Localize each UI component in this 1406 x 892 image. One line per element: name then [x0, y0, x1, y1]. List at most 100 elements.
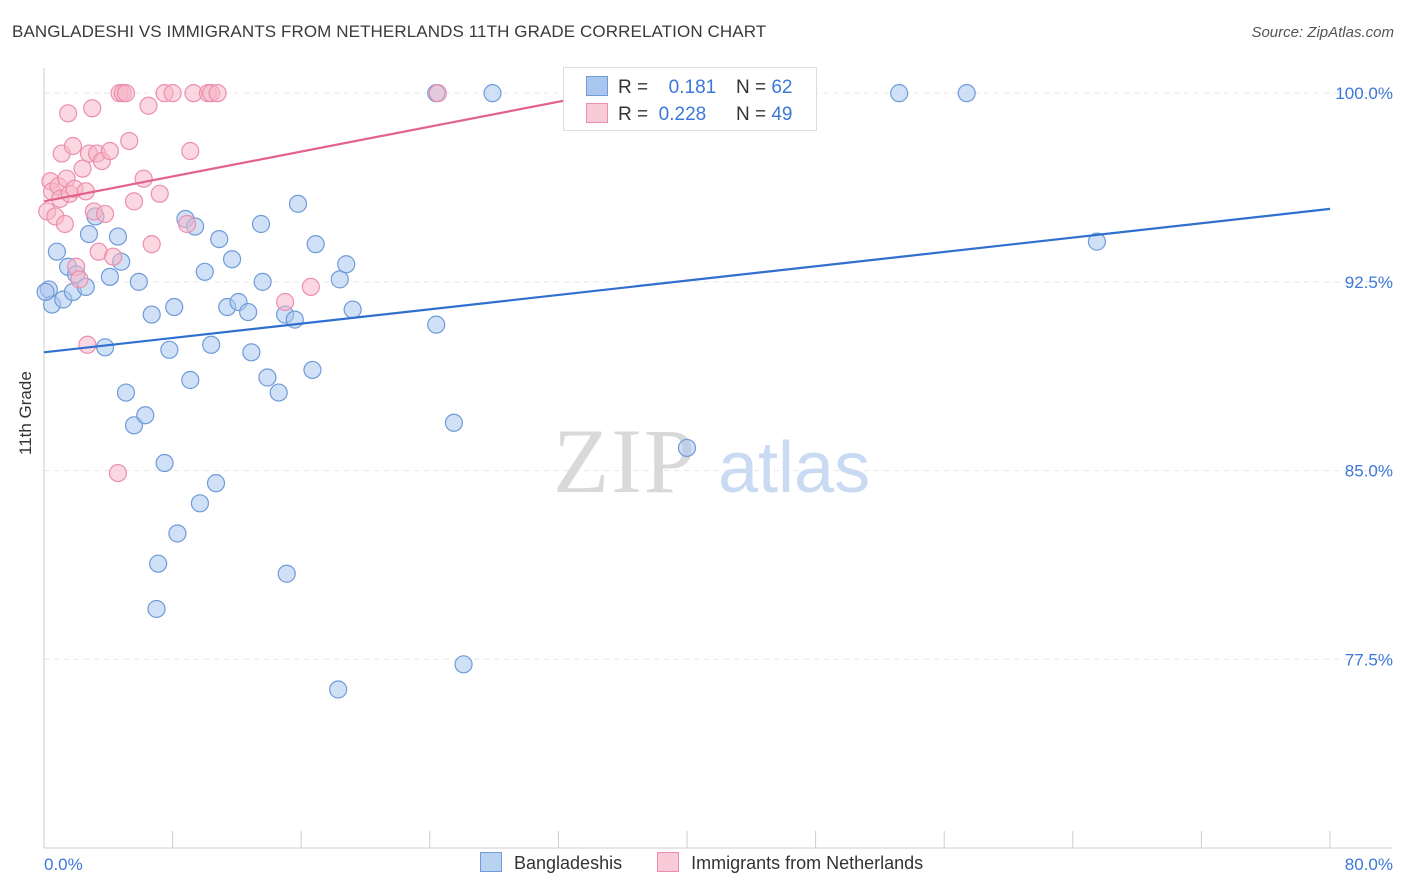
n-value: 62 [771, 77, 793, 98]
r-label: R = [618, 77, 649, 98]
bangladeshi-point [427, 315, 446, 334]
bangladeshi-point [116, 383, 136, 402]
bangladeshi-point [677, 438, 697, 458]
bangladeshi-point [251, 214, 271, 234]
legend-item-bangladeshis[interactable]: Bangladeshis [480, 852, 622, 874]
chart-title: BANGLADESHI VS IMMIGRANTS FROM NETHERLAN… [12, 22, 767, 41]
bangladeshi-point [129, 272, 148, 291]
blue-swatch [586, 76, 608, 96]
r-label: R = [618, 104, 649, 125]
netherlands-point [120, 131, 139, 151]
legend-row-bangladeshis: R = 0.181 N = 62 [586, 76, 792, 98]
bangladeshi-point [36, 282, 55, 302]
bangladeshi-point [181, 370, 200, 390]
bangladeshi-point [147, 599, 166, 619]
series-legend: Bangladeshis Immigrants from Netherlands [480, 852, 953, 874]
y-axis-label: 11th Grade [16, 371, 35, 455]
bangladeshi-point [142, 305, 161, 324]
tick-labels: 77.5% 85.0% 92.5% 100.0% 0.0% 80.0% [44, 84, 1393, 874]
bangladeshi-point [242, 343, 261, 362]
bangladeshi-point [890, 84, 909, 103]
netherlands-point [428, 84, 447, 103]
bangladeshi-point [165, 297, 184, 317]
legend-row-netherlands: R = 0.228 N = 49 [586, 103, 792, 125]
y-tick-label: 100.0% [1335, 84, 1393, 103]
source-label: Source: ZipAtlas.com [1251, 24, 1394, 41]
netherlands-point [276, 292, 295, 312]
netherlands-point [124, 192, 144, 211]
netherlands-point [177, 214, 197, 234]
netherlands-trend-line [43, 82, 656, 203]
netherlands-point [83, 99, 102, 118]
y-tick-label: 92.5% [1345, 273, 1393, 292]
bangladeshi-point [483, 84, 502, 103]
bangladeshi-point [454, 655, 473, 674]
bangladeshi-point [222, 250, 242, 269]
netherlands-point [208, 84, 227, 103]
netherlands-point [55, 214, 74, 234]
bangladeshi-point [160, 340, 179, 359]
bangladeshi-point [269, 383, 288, 402]
bangladeshi-point [303, 360, 322, 380]
grid-lines [44, 92, 1392, 660]
bangladeshi-point [95, 338, 115, 357]
correlation-legend: R = 0.181 N = 62 R = 0.228 N = 49 [563, 67, 817, 131]
netherlands-point [163, 84, 182, 103]
bangladeshi-point [288, 194, 308, 213]
bangladeshi-point [330, 270, 349, 289]
netherlands-point [78, 335, 97, 354]
netherlands-point [181, 141, 200, 161]
y-tick-label: 85.0% [1345, 462, 1393, 481]
bangladeshi-point [124, 416, 144, 435]
bangladeshi-point [277, 564, 296, 583]
pink-swatch [586, 103, 608, 123]
y-tick-label: 77.5% [1345, 650, 1393, 669]
bangladeshi-point [1087, 232, 1107, 251]
netherlands-point [95, 204, 115, 224]
bangladeshi-point [329, 680, 348, 699]
netherlands-point [100, 141, 120, 161]
netherlands-point [142, 235, 161, 254]
axes [43, 68, 1392, 849]
bangladeshi-point [190, 494, 210, 513]
netherlands-point [73, 159, 92, 178]
netherlands-point [150, 184, 169, 203]
pink-swatch [657, 852, 680, 872]
r-value: 0.181 [668, 77, 717, 98]
bangladeshi-point [253, 272, 272, 291]
data-points [36, 84, 1107, 699]
bangladeshi-point [136, 406, 155, 425]
bangladeshi-point [306, 235, 325, 254]
bangladeshi-point [100, 267, 120, 286]
bangladeshi-point [168, 524, 187, 543]
netherlands-point [108, 463, 128, 483]
bangladeshi-point [202, 335, 221, 354]
bangladeshi-point [108, 227, 128, 246]
bangladeshi-point [957, 84, 976, 103]
watermark: ZIP atlas [553, 410, 870, 512]
bangladeshi-trend-line [43, 207, 1331, 354]
x-tick-label: 0.0% [44, 855, 83, 874]
bangladeshi-point [343, 300, 362, 319]
bangladeshi-point [239, 302, 258, 322]
bangladeshi-point [210, 229, 229, 249]
netherlands-point [104, 247, 123, 266]
blue-swatch [480, 852, 502, 872]
netherlands-point [70, 270, 89, 289]
netherlands-point [301, 277, 320, 297]
netherlands-point [59, 104, 78, 123]
n-value: 49 [771, 104, 793, 125]
netherlands-point [63, 136, 83, 156]
watermark-zip: ZIP [553, 410, 697, 512]
bangladeshi-point [206, 474, 226, 493]
netherlands-point [139, 96, 158, 115]
n-label: N = [735, 77, 767, 98]
legend-item-netherlands[interactable]: Immigrants from Netherlands [657, 852, 923, 874]
bangladeshi-point [337, 255, 356, 274]
bangladeshi-point [258, 368, 277, 387]
bangladeshi-point [195, 262, 214, 281]
legend-label: Bangladeshis [514, 853, 623, 873]
bangladeshi-point [155, 453, 174, 473]
watermark-atlas: atlas [718, 428, 870, 508]
bangladeshi-point [149, 554, 168, 573]
